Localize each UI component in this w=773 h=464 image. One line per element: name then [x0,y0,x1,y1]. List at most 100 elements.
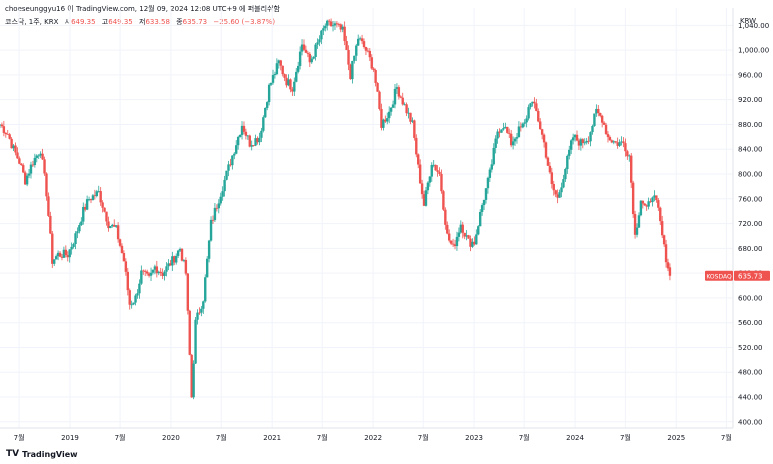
candle-body [306,52,310,54]
candle-body [618,142,621,146]
candle-body [349,64,352,80]
candle-body [643,203,646,206]
candle-body [616,142,619,146]
currency-label[interactable]: KRW [740,17,757,25]
candle-body [0,124,4,127]
candle-body [403,104,406,106]
candle-body [453,244,457,247]
candle-body [409,112,412,122]
candle-body [366,50,370,52]
candle-body [599,113,602,116]
candle-body [217,203,220,209]
time-tick-label: 2021 [263,434,281,442]
candle-body [568,149,571,156]
candle-body [589,132,592,142]
candle-body [70,246,73,250]
time-tick-label: 2019 [61,434,79,442]
candle-body [376,82,379,92]
candle-body [147,273,151,276]
candle-body [324,25,327,29]
time-tick-label: 7월 [721,433,732,442]
time-tick-label: 2020 [162,434,180,442]
candle-body [105,211,108,222]
tradingview-footer[interactable]: 𝗧𝗩 TradingView [6,449,78,459]
candle-body [80,221,83,226]
candle-body [459,224,463,233]
candle-body [614,141,617,143]
candle-body [413,120,416,138]
candle-body [95,191,99,197]
candle-body [339,24,342,30]
candle-body [509,133,513,146]
candle-body [432,164,435,166]
candle-body [428,176,432,183]
candle-body [103,207,106,212]
candle-body [93,195,97,197]
candle-body [279,60,282,66]
candle-body [496,131,499,139]
time-tick-label: 2024 [566,434,584,442]
candle-body [318,39,321,43]
candle-body [144,271,147,272]
candle-body [66,255,69,258]
candle-body [198,312,201,314]
candle-body [326,20,329,26]
candle-body [575,134,579,141]
candle-body [331,25,335,27]
candle-body [29,164,33,174]
candle-body [486,177,490,189]
candle-body [395,87,399,89]
candle-body [304,49,308,53]
symbol-price-tag-label: KOSDAQ [706,273,732,280]
symbol-name[interactable]: 코스닥, 1주, KRX [5,18,59,26]
time-axis[interactable]: 7월 2019 7월 2020 7월 2021 7월 2022 7월 2023 7월 2024 7월 20… [14,433,732,442]
candle-body [397,87,401,97]
candle-body [506,126,509,133]
candle-body [370,57,373,69]
candle-body [124,261,128,272]
candle-body [68,249,71,258]
high-label: 고 [101,18,109,26]
candle-body [109,225,112,229]
candle-body [451,243,455,245]
time-tick-label: 7월 [115,433,126,442]
candle-body [357,38,360,46]
candle-body [533,101,536,104]
candle-body [207,240,211,259]
price-axis[interactable]: 400.00440.00480.00520.00560.00600.00640.… [738,22,769,426]
candle-body [236,136,240,146]
candle-body [626,151,629,157]
candle-body [457,232,461,237]
candle-body [630,155,633,183]
candle-body [145,271,149,274]
candle-body [134,295,137,303]
candle-body [178,248,182,251]
candle-body [569,140,573,150]
candle-body [269,82,273,85]
candle-body [229,164,232,166]
candle-body [221,191,224,197]
candle-body [546,157,550,166]
candle-body [227,164,230,171]
close-value: 635.73 [182,18,208,26]
candle-body [128,290,131,305]
candle-body [440,173,443,192]
candle-body [186,273,190,311]
candle-body [295,71,298,82]
candle-body [10,138,13,149]
last-price-badge: KOSDAQ 635.73 [705,270,770,281]
candle-body [544,142,548,158]
candle-body [436,170,439,172]
price-tick-label: 840.00 [738,146,763,154]
candle-body [248,135,251,147]
candle-body [25,175,29,185]
candle-body [542,134,546,143]
candle-body [504,126,507,129]
candle-body [517,126,521,138]
candle-body [111,224,114,226]
candle-body [264,107,267,118]
candle-body [169,263,172,266]
candle-body [54,256,58,260]
candle-body [320,30,323,40]
